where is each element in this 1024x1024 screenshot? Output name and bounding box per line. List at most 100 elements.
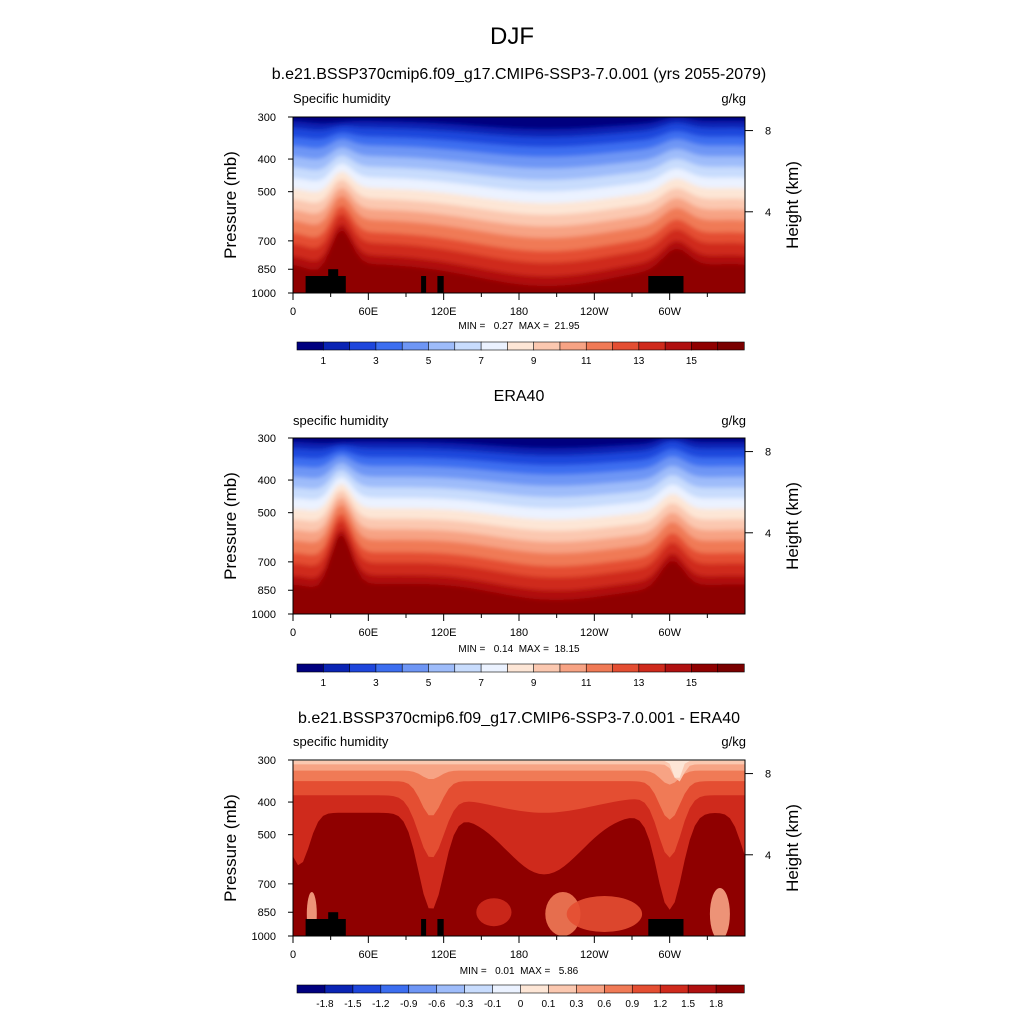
- colorbar-label: 0: [518, 999, 524, 1010]
- colorbar-swatch: [585, 663, 614, 673]
- terrain-block: [328, 269, 339, 293]
- variable-label: Specific humidity: [293, 91, 391, 106]
- colorbar-swatch: [296, 663, 324, 673]
- colorbar-swatch: [492, 984, 522, 994]
- colorbar-label: 1: [321, 356, 327, 367]
- colorbar-swatch: [664, 341, 693, 351]
- y-tick-label: 700: [258, 879, 276, 891]
- colorbar-swatch: [559, 663, 587, 673]
- colorbar-swatch: [349, 341, 377, 351]
- pressure-axis: 300 400 500 700 850 1000: [252, 112, 293, 300]
- y-axis-label: Pressure (mb): [221, 151, 240, 259]
- colorbar-swatch: [559, 341, 587, 351]
- contour-level-15: [293, 534, 745, 614]
- terrain-block: [648, 276, 684, 293]
- y-tick-label: 700: [258, 236, 276, 248]
- panel-model: b.e21.BSSP370cmip6.f09_g17.CMIP6-SSP3-7.…: [221, 66, 802, 367]
- colorbar-label: 1.5: [681, 999, 695, 1010]
- right-tick-label: 4: [765, 207, 771, 219]
- colorbar-swatch: [691, 663, 719, 673]
- right-axis-label: Height (km): [783, 804, 802, 892]
- colorbar-label: 0.9: [625, 999, 639, 1010]
- colorbar-swatch: [717, 663, 745, 673]
- colorbar-swatch: [548, 984, 577, 994]
- y-tick-label: 1000: [252, 609, 276, 621]
- colorbar-label: 5: [426, 356, 432, 367]
- contour-layers: [293, 117, 745, 293]
- colorbar-swatch: [659, 984, 689, 994]
- right-tick-label: 8: [765, 769, 771, 781]
- right-tick-label: 8: [765, 126, 771, 138]
- height-axis: 84: [745, 126, 771, 219]
- right-tick-label: 4: [765, 528, 771, 540]
- panel-era40: ERA40 specific humidity g/kg 30040050070…: [221, 388, 802, 689]
- colorbar-swatch: [533, 341, 561, 351]
- contour-blob: [709, 888, 730, 936]
- x-tick-label: 120W: [580, 949, 609, 961]
- y-tick-label: 1000: [252, 288, 276, 300]
- contour-level-11: [293, 760, 745, 820]
- colorbar-label: 0.3: [569, 999, 583, 1010]
- contour-blob: [566, 896, 643, 932]
- colorbar-swatch: [604, 984, 633, 994]
- y-tick-label: 500: [258, 187, 276, 199]
- x-tick-label: 180: [510, 627, 528, 639]
- colorbar-label: 7: [478, 356, 484, 367]
- contour-field: [293, 438, 745, 614]
- pressure-axis: 300 400 500 700 850 1000: [252, 433, 293, 621]
- colorbar: 1 3 5 7 9 11 13 15: [296, 341, 745, 367]
- figure-title: DJF: [490, 23, 534, 50]
- x-tick-label: 60W: [658, 627, 681, 639]
- colorbar-label: 3: [373, 356, 379, 367]
- colorbar-label: 15: [686, 678, 698, 689]
- contour-layers: [293, 760, 745, 936]
- panel-difference: b.e21.BSSP370cmip6.f09_g17.CMIP6-SSP3-7.…: [221, 710, 802, 1010]
- colorbar-label: 0.6: [597, 999, 611, 1010]
- colorbar-swatch: [612, 341, 640, 351]
- colorbar-label: 9: [531, 356, 537, 367]
- colorbar-swatch: [533, 663, 561, 673]
- colorbar-swatch: [454, 663, 482, 673]
- contour-field: [293, 760, 745, 936]
- colorbar-swatch: [401, 341, 430, 351]
- contour-level-15: [293, 229, 745, 293]
- x-tick-label: 120E: [431, 949, 457, 961]
- colorbar-swatch: [296, 984, 326, 994]
- height-axis: 84: [745, 447, 771, 540]
- y-tick-label: 500: [258, 830, 276, 842]
- units-label: g/kg: [721, 91, 746, 106]
- y-tick-label: 300: [258, 112, 276, 124]
- colorbar-swatch: [464, 984, 494, 994]
- colorbar-label: -1.2: [372, 999, 390, 1010]
- colorbar-swatch: [296, 341, 324, 351]
- contour-level-10: [293, 760, 745, 785]
- y-tick-label: 850: [258, 264, 276, 276]
- variable-label: specific humidity: [293, 413, 389, 428]
- colorbar-swatch: [436, 984, 466, 994]
- colorbar-swatch: [576, 984, 605, 994]
- colorbar-swatch: [401, 663, 430, 673]
- colorbar-label: -1.8: [316, 999, 334, 1010]
- colorbar-swatch: [664, 663, 693, 673]
- x-tick-label: 180: [510, 949, 528, 961]
- x-tick-label: 0: [290, 306, 296, 318]
- minmax-text: MIN = 0.01 MAX = 5.86: [460, 966, 579, 977]
- colorbar-label: 1.2: [653, 999, 667, 1010]
- y-tick-label: 400: [258, 475, 276, 487]
- x-tick-label: 120E: [431, 306, 457, 318]
- colorbar-label: -0.6: [428, 999, 446, 1010]
- colorbar-swatch: [324, 984, 354, 994]
- colorbar-swatch: [428, 663, 456, 673]
- contour-level-9: [293, 760, 745, 782]
- colorbar-swatch: [715, 984, 745, 994]
- y-tick-label: 300: [258, 755, 276, 767]
- colorbar-label: -0.3: [456, 999, 474, 1010]
- colorbar-label: -1.5: [344, 999, 362, 1010]
- minmax-text: MIN = 0.27 MAX = 21.95: [458, 321, 580, 332]
- colorbar-label: 15: [686, 356, 698, 367]
- x-tick-label: 60E: [359, 949, 379, 961]
- terrain-block: [421, 276, 427, 293]
- colorbar: -1.8 -1.5 -1.2 -0.9 -0.6 -0.3 -0.1 0 0.1 0.3 0.6 0.…: [296, 984, 745, 1010]
- x-tick-label: 120E: [431, 627, 457, 639]
- colorbar-swatch: [507, 663, 535, 673]
